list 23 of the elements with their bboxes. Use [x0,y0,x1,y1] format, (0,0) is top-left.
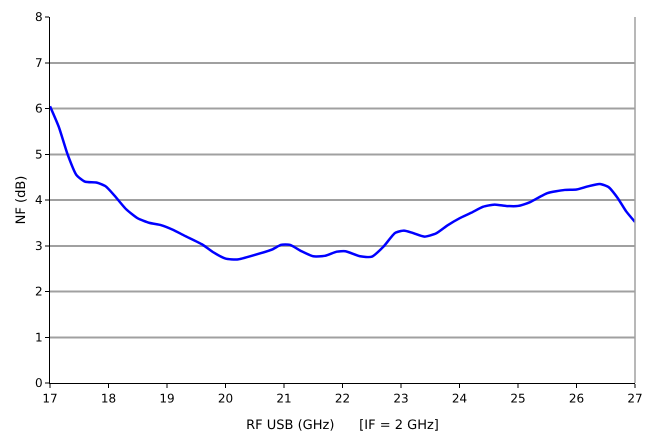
x-tick-label: 24 [452,391,468,406]
y-tick-label: 4 [34,193,43,208]
y-tick-label: 6 [34,102,43,116]
x-tick-label: 21 [276,391,292,406]
y-tick-label: 5 [34,147,43,162]
y-tick-label: 8 [34,10,43,24]
y-tick-label: 7 [34,56,43,70]
y-axis-title: NF (dB) [14,176,29,224]
y-tick-label: 2 [34,284,43,299]
y-tick-label: 1 [34,330,43,344]
x-tick-label: 25 [510,391,526,406]
y-tick-label: 0 [34,376,43,390]
x-tick-label: 22 [334,391,350,406]
y-tick-label: 3 [34,238,43,253]
x-tick-label: 23 [393,391,409,406]
x-tick-label: 20 [218,391,234,406]
x-tick-label: 27 [627,391,643,406]
x-axis-title: RF USB (GHz) [IF = 2 GHz] [246,418,439,433]
x-tick-label: 19 [159,391,175,406]
line-series [50,104,635,261]
x-tick-label: 26 [568,391,584,406]
x-tick-label: 17 [42,391,58,406]
x-tick-label: 18 [100,391,116,406]
